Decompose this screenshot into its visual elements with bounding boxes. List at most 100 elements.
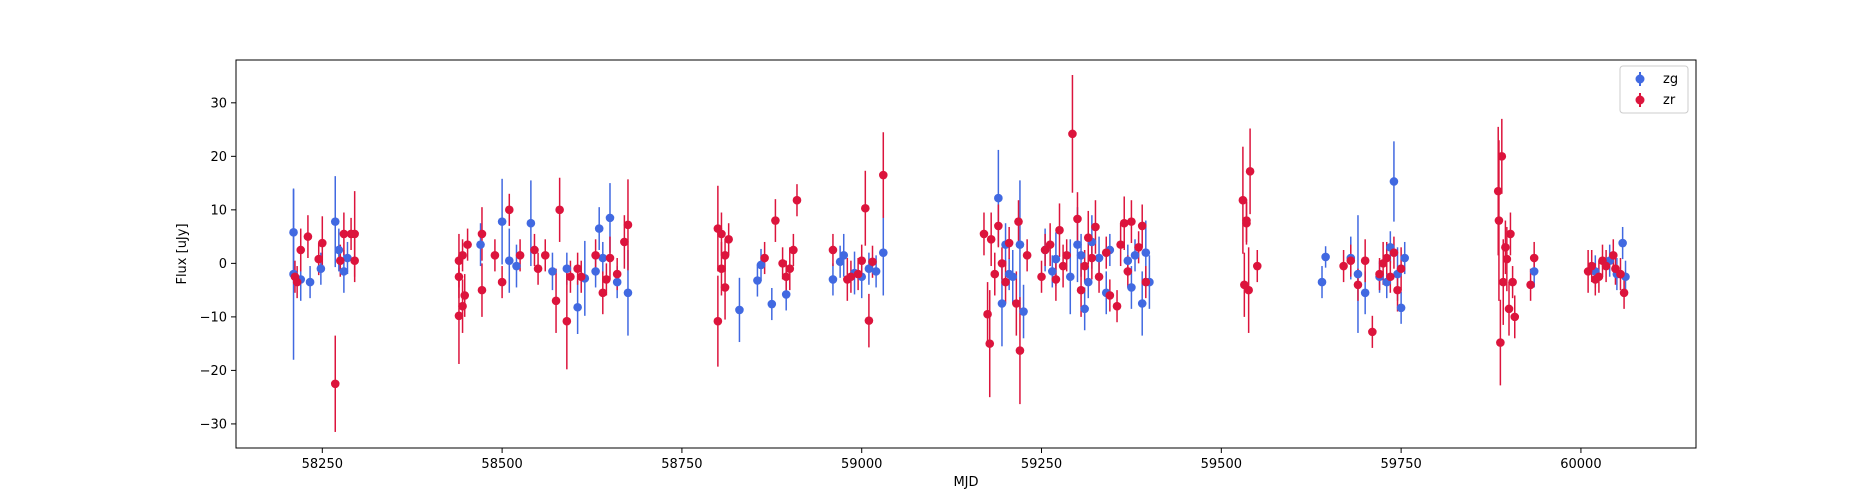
- point-zg: [335, 246, 344, 255]
- point-zr: [987, 235, 996, 244]
- point-zg: [1019, 307, 1028, 316]
- y-tick-label: 0: [219, 257, 227, 272]
- point-zr: [778, 259, 787, 268]
- point-zr: [350, 230, 359, 239]
- point-zr: [724, 235, 733, 244]
- point-zg: [1008, 272, 1017, 281]
- x-axis-label: MJD: [953, 475, 978, 490]
- point-zr: [990, 270, 999, 279]
- point-zg: [735, 306, 744, 315]
- point-zr: [1062, 251, 1071, 260]
- point-zr: [1494, 187, 1503, 196]
- point-zr: [1014, 217, 1023, 226]
- point-zr: [1397, 264, 1406, 273]
- point-zg: [498, 217, 507, 226]
- point-zr: [620, 238, 629, 247]
- point-zg: [1016, 240, 1025, 249]
- legend-label-zr: zr: [1663, 93, 1676, 108]
- point-zg: [1390, 177, 1399, 186]
- point-zr: [624, 221, 633, 230]
- point-zr: [1113, 302, 1122, 311]
- point-zg: [340, 267, 349, 276]
- point-zr: [318, 239, 327, 248]
- point-zg: [505, 256, 514, 265]
- point-zr: [1106, 291, 1115, 300]
- point-zr: [879, 171, 888, 180]
- point-zr: [573, 264, 582, 273]
- point-zr: [1138, 222, 1147, 231]
- point-zr: [1530, 254, 1539, 263]
- point-zr: [1393, 286, 1402, 295]
- point-zg: [1052, 255, 1061, 264]
- point-zr: [1037, 272, 1046, 281]
- point-zr: [331, 379, 340, 388]
- point-zr: [1077, 286, 1086, 295]
- legend-marker-zr: [1636, 96, 1645, 105]
- point-zr: [1055, 226, 1064, 235]
- point-zg: [1354, 270, 1363, 279]
- point-zg: [606, 214, 615, 223]
- point-zg: [1397, 303, 1406, 312]
- point-zr: [563, 317, 572, 326]
- point-zr: [1602, 262, 1611, 271]
- point-zr: [455, 272, 464, 281]
- point-zr: [1068, 130, 1077, 139]
- point-zr: [1142, 278, 1151, 287]
- x-tick-label: 59500: [1201, 457, 1242, 472]
- point-zr: [1242, 219, 1251, 228]
- point-zr: [771, 216, 780, 225]
- point-zr: [1508, 278, 1517, 287]
- point-zr: [717, 264, 726, 273]
- point-zr: [1246, 167, 1255, 176]
- x-tick-label: 59750: [1380, 457, 1421, 472]
- legend: zg zr: [1620, 66, 1688, 113]
- point-zr: [478, 230, 487, 239]
- point-zr: [458, 302, 467, 311]
- point-zr: [304, 232, 313, 241]
- point-zr: [1012, 299, 1021, 308]
- point-zg: [1318, 278, 1327, 287]
- point-zg: [1048, 267, 1057, 276]
- point-zg: [595, 224, 604, 233]
- point-zr: [598, 289, 607, 298]
- y-tick-label: −20: [200, 364, 227, 379]
- point-zg: [1080, 305, 1089, 314]
- point-zg: [768, 300, 777, 309]
- point-zg: [1530, 267, 1539, 276]
- point-zr: [717, 230, 726, 239]
- point-zr: [829, 246, 838, 255]
- point-zr: [1609, 251, 1618, 260]
- point-zg: [1142, 248, 1151, 257]
- point-zr: [1239, 196, 1248, 205]
- x-tick-label: 58750: [661, 457, 702, 472]
- point-zr: [1124, 267, 1133, 276]
- y-axis-label: Flux [uJy]: [175, 223, 190, 284]
- point-zg: [563, 264, 572, 273]
- point-zr: [1102, 248, 1111, 257]
- point-zr: [1375, 270, 1384, 279]
- point-zr: [350, 256, 359, 265]
- y-axis: −30 −20 −10 0 10 20 30: [200, 96, 236, 432]
- point-zr: [1386, 272, 1395, 281]
- point-zg: [1131, 251, 1140, 260]
- point-zr: [1503, 255, 1512, 264]
- point-zg: [998, 299, 1007, 308]
- point-zr: [1016, 346, 1025, 355]
- point-zr: [1620, 289, 1629, 298]
- point-zr: [1091, 223, 1100, 232]
- point-zr: [854, 270, 863, 279]
- x-tick-label: 58250: [302, 457, 343, 472]
- x-axis: 58250 58500 58750 59000 59250 59500 59750 60000: [302, 448, 1602, 472]
- point-zr: [555, 206, 564, 215]
- point-zr: [998, 259, 1007, 268]
- point-zg: [512, 262, 521, 271]
- point-zg: [1321, 253, 1330, 262]
- point-zr: [1498, 152, 1507, 161]
- point-zr: [602, 275, 611, 284]
- point-zg: [317, 264, 326, 273]
- point-zr: [789, 246, 798, 255]
- point-zr: [1339, 262, 1348, 271]
- point-zr: [983, 310, 992, 319]
- y-tick-label: −10: [200, 310, 227, 325]
